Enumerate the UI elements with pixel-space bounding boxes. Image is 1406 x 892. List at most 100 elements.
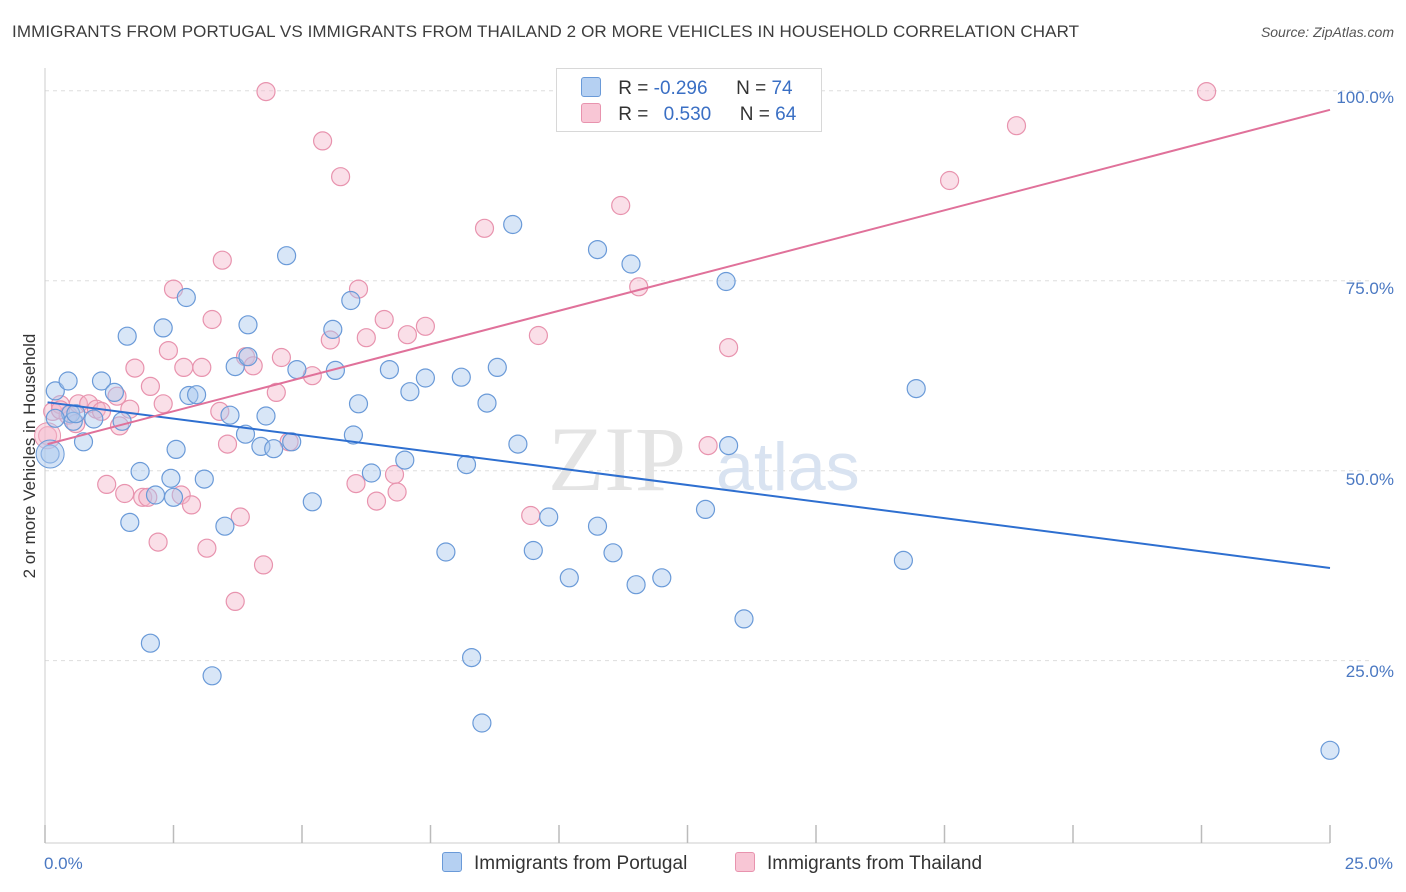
portugal-swatch [442,852,462,872]
watermark-zip: ZIP [548,408,686,510]
data-point [212,250,232,270]
data-point [148,532,168,552]
data-point [104,382,125,402]
correlation-legend: R = -0.296 N = 74 R = 0.530 N = 64 [556,68,822,132]
data-point [629,277,649,297]
legend-item-thailand: Immigrants from Thailand [735,852,982,875]
legend-label: Immigrants from Thailand [767,853,983,874]
data-point [277,246,297,266]
data-point [181,495,202,515]
data-point [939,170,960,191]
data-point [331,167,351,187]
r-label: R = [618,78,654,99]
data-point [220,405,240,425]
data-point [256,406,276,426]
data-point [539,507,559,527]
data-point [45,408,65,428]
data-point [238,315,258,335]
data-point [235,424,256,444]
data-point [559,568,579,588]
data-point [451,367,471,387]
data-point [145,485,166,505]
data-point [115,483,135,504]
data-point [287,360,307,380]
data-point [140,376,160,396]
data-point [400,382,420,402]
data-point [176,287,196,308]
data-point [215,516,235,536]
data-point [264,439,284,459]
y-tick-label: 50.0% [1346,470,1394,489]
data-point [395,450,415,470]
data-point [202,309,222,330]
data-point [166,439,186,459]
data-point [374,309,394,330]
data-point [153,394,173,414]
legend-item-portugal: Immigrants from Portugal [442,852,687,875]
chart-title: IMMIGRANTS FROM PORTUGAL VS IMMIGRANTS F… [12,22,1080,41]
data-point [366,491,387,511]
data-point [187,385,207,405]
n-value: 74 [771,78,793,99]
legend-row-portugal: R = -0.296 N = 74 [581,77,793,103]
r-value: -0.296 [653,78,708,99]
data-point [120,512,140,533]
y-axis-label: 2 or more Vehicles in Household [20,334,39,579]
data-point [35,439,65,469]
data-point [197,538,217,558]
data-point [698,436,718,456]
data-point [343,425,363,445]
data-point [66,414,86,434]
thailand-swatch [735,852,755,872]
data-point [508,434,528,454]
data-point [474,218,495,238]
data-point [621,254,641,274]
data-point [387,482,407,502]
data-point [163,487,184,507]
data-point [523,540,543,561]
data-point [462,647,482,668]
data-point [456,455,477,475]
data-point [1320,740,1340,760]
data-point [313,131,333,151]
series-portugal-points [35,214,1340,760]
data-point [716,271,736,292]
data-point [587,240,608,260]
data-point [652,568,672,588]
y-tick-label: 100.0% [1336,88,1394,107]
series-legend: Immigrants from Portugal Immigrants from… [0,852,1406,878]
data-point [130,461,150,482]
y-tick-label: 75.0% [1346,279,1394,298]
data-point [348,279,369,299]
data-point [397,325,417,345]
data-point [503,214,523,235]
data-point [217,434,238,454]
legend-row-thailand: R = 0.530 N = 64 [581,103,796,129]
data-point [695,499,716,519]
portugal-swatch [581,77,601,97]
data-point [117,326,137,346]
n-label: N = [736,78,772,99]
data-point [521,505,541,526]
data-point [253,555,274,575]
data-point [718,436,739,456]
thailand-swatch [581,103,601,123]
data-point [436,542,456,562]
data-point [379,360,399,380]
data-point [112,411,132,431]
data-point [893,550,914,571]
watermark-atlas: atlas [716,429,860,505]
data-point [192,357,212,377]
data-point [91,371,112,391]
data-point [603,543,623,563]
r-value: 0.530 [663,104,712,125]
data-point [626,575,646,595]
data-point [528,325,549,346]
data-point [487,357,507,377]
data-point [266,382,286,402]
watermark: ZIP atlas [548,408,860,510]
data-point [906,379,926,399]
data-point [477,393,497,413]
data-point [341,290,361,311]
